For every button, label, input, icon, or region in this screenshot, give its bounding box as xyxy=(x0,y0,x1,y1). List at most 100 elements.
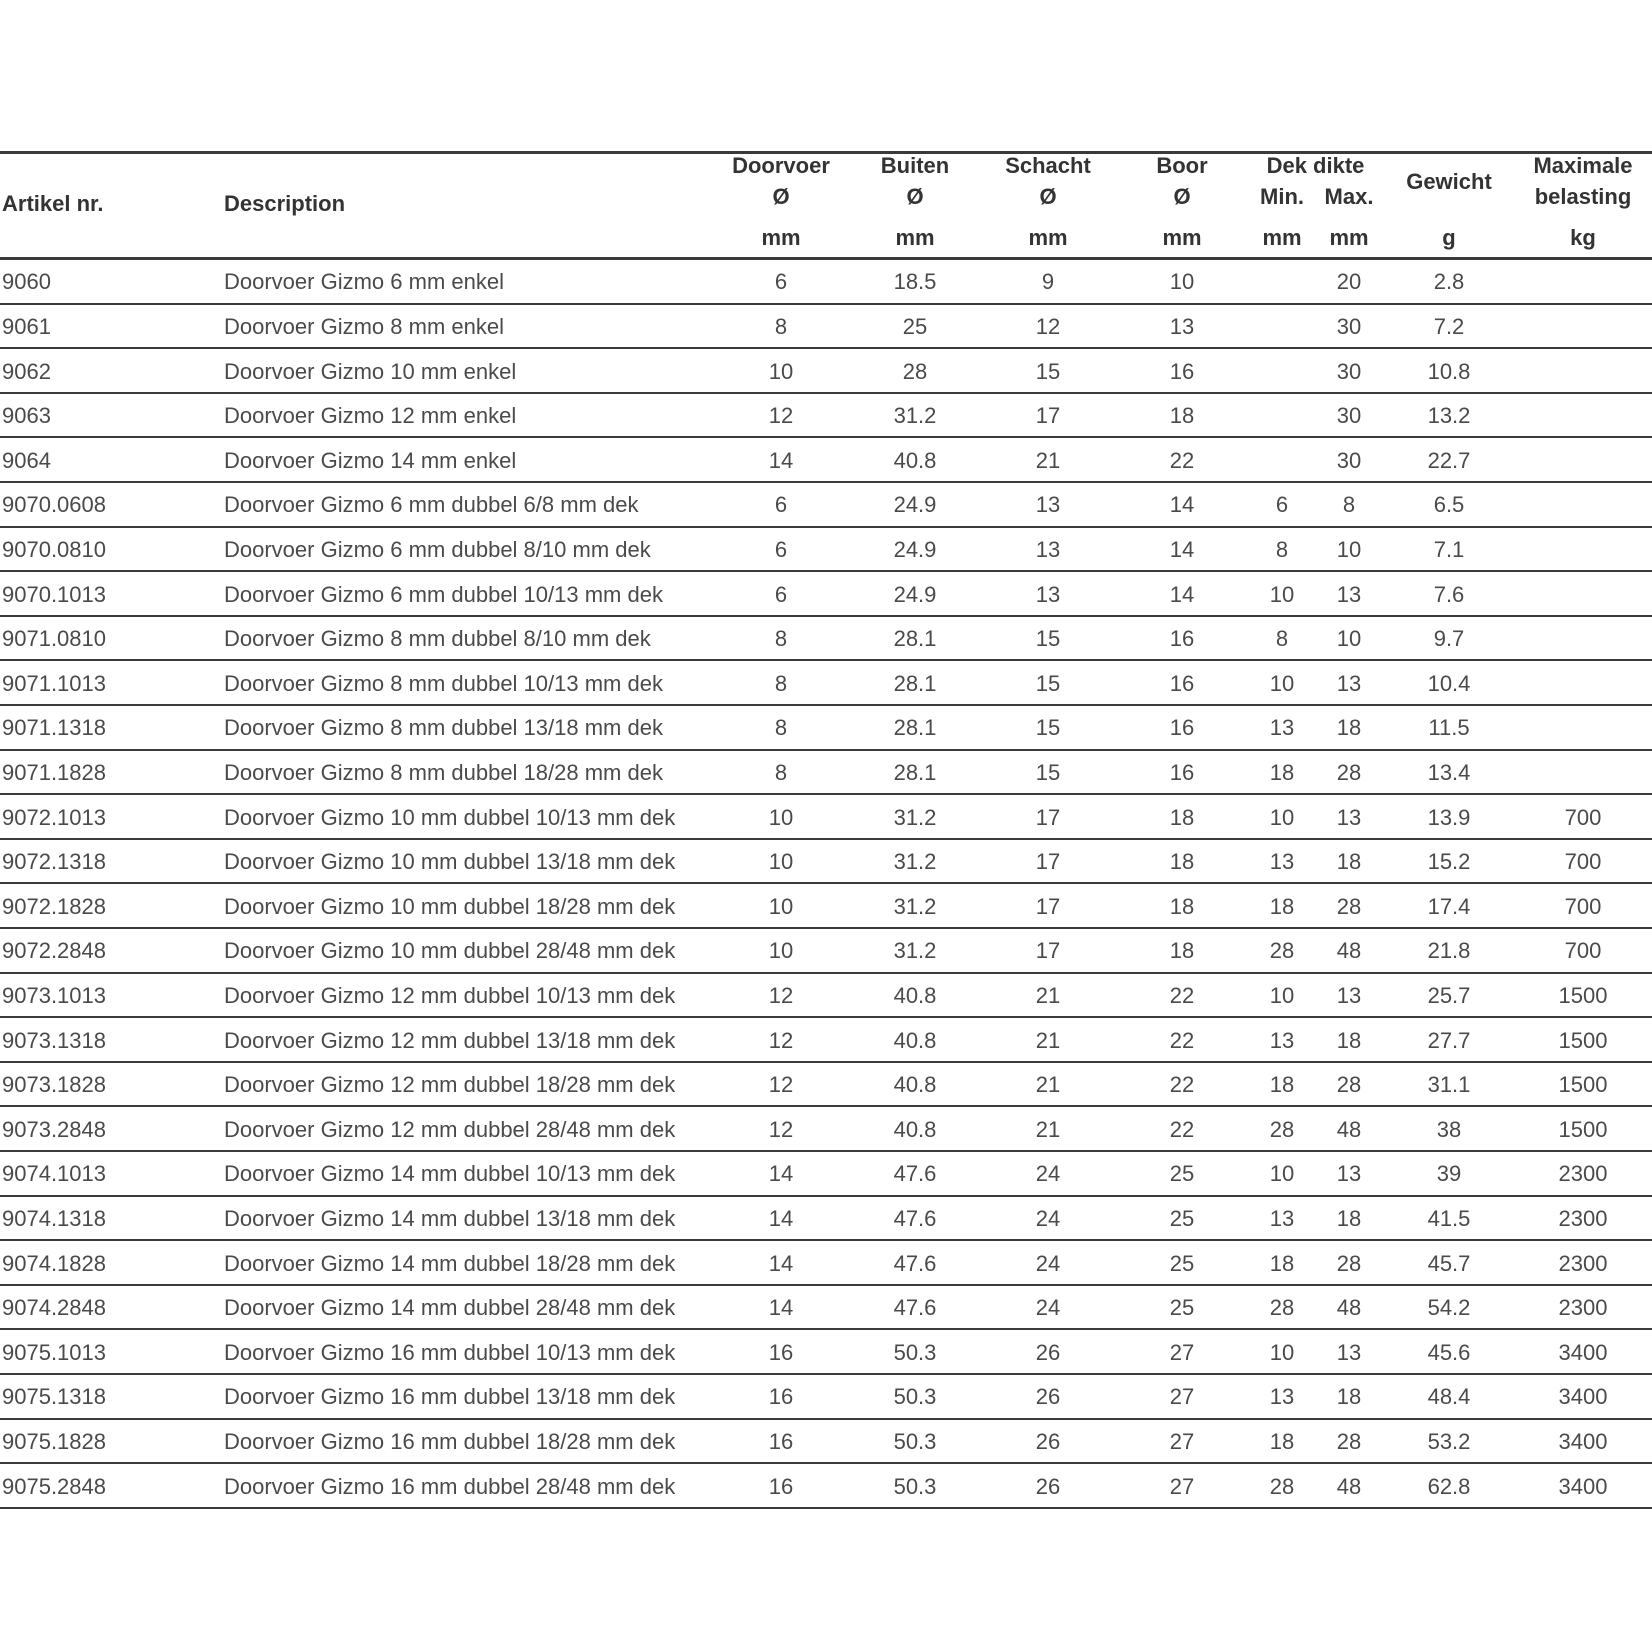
cell: 7.6 xyxy=(1433,581,1465,607)
cell: 14 xyxy=(768,1161,794,1187)
column-unit: kg xyxy=(1570,225,1596,250)
cell: 22 xyxy=(1169,1027,1195,1053)
cell: 12 xyxy=(1035,313,1061,339)
row-rule xyxy=(0,481,1652,483)
cell: 12 xyxy=(768,1116,794,1142)
cell: 700 xyxy=(1564,938,1602,964)
cell: 3400 xyxy=(1558,1428,1608,1454)
cell: 25 xyxy=(1169,1295,1195,1321)
row-rule xyxy=(0,927,1652,929)
article-number: 9073.1828 xyxy=(2,1072,106,1098)
cell: 6 xyxy=(774,492,788,518)
description: Doorvoer Gizmo 8 mm dubbel 13/18 mm dek xyxy=(224,715,663,741)
description: Doorvoer Gizmo 8 mm dubbel 18/28 mm dek xyxy=(224,759,663,785)
cell: 17 xyxy=(1035,403,1061,429)
description: Doorvoer Gizmo 8 mm dubbel 8/10 mm dek xyxy=(224,626,651,652)
cell: 11.5 xyxy=(1428,715,1470,741)
cell: 48 xyxy=(1336,1295,1362,1321)
row-rule xyxy=(0,748,1652,751)
row-rule xyxy=(0,1105,1652,1108)
cell: 47.6 xyxy=(893,1205,937,1231)
cell: 2300 xyxy=(1558,1161,1608,1187)
cell: 9.7 xyxy=(1433,626,1465,652)
row-rule xyxy=(0,704,1652,706)
row-rule xyxy=(0,302,1652,305)
cell: 24.9 xyxy=(893,536,937,562)
cell: 48 xyxy=(1336,938,1362,964)
cell: 28.1 xyxy=(893,626,937,652)
cell: 16 xyxy=(1169,759,1195,785)
cell: 21 xyxy=(1035,982,1061,1008)
cell: 15.2 xyxy=(1427,849,1471,875)
description: Doorvoer Gizmo 16 mm dubbel 18/28 mm dek xyxy=(224,1428,676,1454)
cell: 16 xyxy=(1169,715,1195,741)
row-rule xyxy=(0,436,1652,439)
article-number: 9063 xyxy=(2,403,51,429)
cell: 8 xyxy=(1275,626,1289,652)
cell: 39 xyxy=(1436,1161,1462,1187)
column-header: Boor xyxy=(1156,153,1208,178)
cell: 10 xyxy=(768,358,794,384)
cell: 12 xyxy=(768,1027,794,1053)
column-unit: mm xyxy=(1329,225,1369,250)
description: Doorvoer Gizmo 16 mm dubbel 28/48 mm dek xyxy=(224,1473,676,1499)
cell: 28 xyxy=(1336,1250,1362,1276)
cell: 28 xyxy=(1269,1473,1295,1499)
cell: 38 xyxy=(1436,1116,1462,1142)
cell: 18 xyxy=(1336,1205,1362,1231)
cell: 22 xyxy=(1169,1116,1195,1142)
cell: 18 xyxy=(1336,715,1362,741)
cell: 13.9 xyxy=(1427,804,1471,830)
cell: 16 xyxy=(1169,358,1195,384)
cell: 45.6 xyxy=(1427,1339,1471,1365)
cell: 40.8 xyxy=(893,447,937,473)
article-number: 9074.1828 xyxy=(2,1250,106,1276)
description: Doorvoer Gizmo 14 mm dubbel 18/28 mm dek xyxy=(224,1250,676,1276)
cell: 13 xyxy=(1336,804,1362,830)
cell: 54.2 xyxy=(1427,1295,1471,1321)
cell: 28.1 xyxy=(893,715,937,741)
cell: 13 xyxy=(1336,1339,1362,1365)
cell: 40.8 xyxy=(893,1027,937,1053)
cell: 25 xyxy=(1169,1161,1195,1187)
cell: 6 xyxy=(1275,492,1289,518)
cell: 13 xyxy=(1336,670,1362,696)
cell: 18 xyxy=(1336,849,1362,875)
description: Doorvoer Gizmo 10 mm enkel xyxy=(224,358,517,384)
article-number: 9072.1013 xyxy=(2,804,106,830)
row-rule xyxy=(0,347,1652,350)
cell: 30 xyxy=(1336,313,1362,339)
cell: 22 xyxy=(1169,1072,1195,1098)
description: Doorvoer Gizmo 6 mm dubbel 8/10 mm dek xyxy=(224,536,651,562)
cell: 13 xyxy=(1269,715,1295,741)
description: Doorvoer Gizmo 14 mm dubbel 13/18 mm dek xyxy=(224,1205,676,1231)
table-top-rule xyxy=(0,151,1652,154)
cell: 6 xyxy=(774,536,788,562)
column-unit: g xyxy=(1442,225,1456,250)
cell: 7.1 xyxy=(1433,536,1465,562)
article-number: 9074.1013 xyxy=(2,1161,106,1187)
description: Doorvoer Gizmo 10 mm dubbel 28/48 mm dek xyxy=(224,938,676,964)
cell: 21 xyxy=(1035,1027,1061,1053)
cell: 18 xyxy=(1169,893,1195,919)
cell: 16 xyxy=(1169,626,1195,652)
cell: 26 xyxy=(1035,1384,1061,1410)
cell: 16 xyxy=(768,1473,794,1499)
description: Doorvoer Gizmo 10 mm dubbel 18/28 mm dek xyxy=(224,893,676,919)
cell: 10 xyxy=(768,804,794,830)
cell: 3400 xyxy=(1558,1339,1608,1365)
row-rule xyxy=(0,614,1652,617)
cell: 12 xyxy=(768,1072,794,1098)
row-rule xyxy=(0,525,1652,528)
cell: 18 xyxy=(1269,759,1295,785)
cell: 31.2 xyxy=(893,403,937,429)
cell: 12 xyxy=(768,403,794,429)
row-rule xyxy=(0,1194,1652,1197)
article-number: 9073.1318 xyxy=(2,1027,106,1053)
cell: 2.8 xyxy=(1433,269,1465,295)
cell: 27 xyxy=(1169,1473,1195,1499)
cell: 18 xyxy=(1336,1384,1362,1410)
cell: 2300 xyxy=(1558,1295,1608,1321)
cell: 28 xyxy=(1336,893,1362,919)
cell: 10 xyxy=(1269,581,1295,607)
